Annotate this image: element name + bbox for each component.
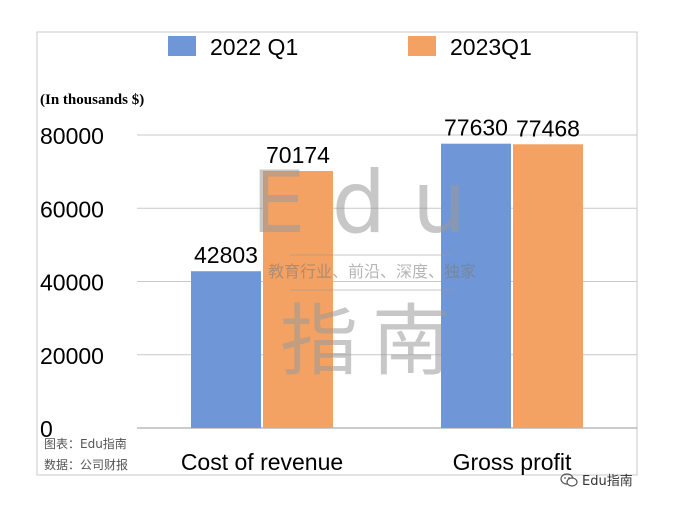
legend-label: 2023Q1 xyxy=(450,34,532,60)
y-tick-label: 80000 xyxy=(40,123,104,149)
data-label: 77468 xyxy=(516,115,580,141)
bars xyxy=(191,143,583,429)
watermark-title: Edu xyxy=(251,153,492,253)
account-name: Edu指南 xyxy=(582,474,633,489)
legend-label: 2022 Q1 xyxy=(210,34,298,60)
bar xyxy=(263,170,333,428)
watermark-subtitle: 指南 xyxy=(280,297,464,387)
legend-swatch xyxy=(408,36,436,56)
bar xyxy=(513,144,583,429)
source-data-credit: 数据：公司财报 xyxy=(44,458,129,472)
x-tick-label: Cost of revenue xyxy=(181,449,343,475)
y-tick-label: 60000 xyxy=(40,196,104,222)
bar xyxy=(191,271,261,428)
data-label: 70174 xyxy=(266,142,330,168)
data-label: 42803 xyxy=(194,242,258,268)
y-tick-label: 20000 xyxy=(40,343,104,369)
legend-swatch xyxy=(168,36,196,56)
y-tick-label: 40000 xyxy=(40,270,104,296)
source-chart-credit: 图表：Edu指南 xyxy=(44,437,127,451)
legend: 2022 Q1 2023Q1 xyxy=(168,34,532,60)
bar xyxy=(441,143,511,429)
unit-label: (In thousands $) xyxy=(40,92,144,108)
account-credit: Edu指南 xyxy=(560,470,633,489)
wechat-icon xyxy=(560,472,578,487)
axis: 80000 60000 40000 20000 0 42803 70174 Cost of r… xyxy=(40,115,580,475)
y-tick-label: 0 xyxy=(40,416,53,442)
watermark: Edu 教育行业、前沿、深度、独家 指南 xyxy=(251,153,492,387)
watermark-tagline: 教育行业、前沿、深度、独家 xyxy=(268,262,476,281)
data-label: 77630 xyxy=(444,115,508,141)
source-notes: 图表：Edu指南 数据：公司财报 xyxy=(44,434,128,476)
x-tick-label: Gross profit xyxy=(453,449,572,475)
